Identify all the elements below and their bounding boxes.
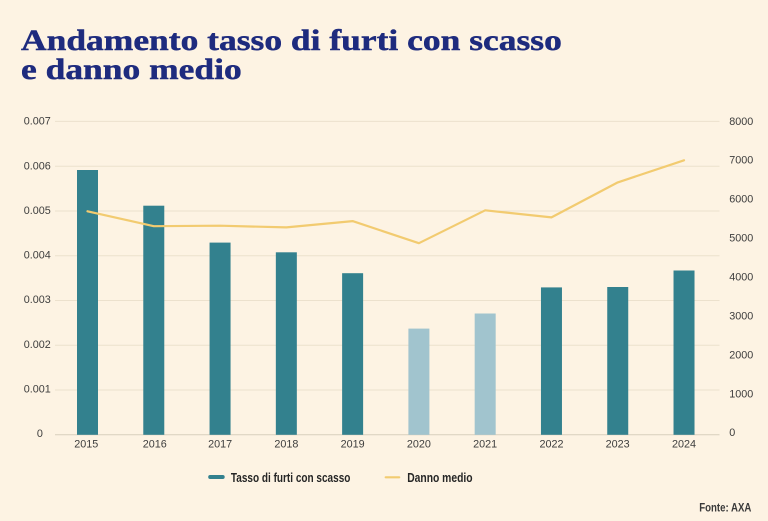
svg-text:0.007: 0.007 xyxy=(24,116,51,128)
svg-text:0.005: 0.005 xyxy=(24,205,51,217)
svg-text:0.003: 0.003 xyxy=(24,294,51,306)
svg-text:2016: 2016 xyxy=(143,439,167,451)
svg-text:0.006: 0.006 xyxy=(24,160,51,172)
svg-text:2024: 2024 xyxy=(672,439,696,451)
svg-text:0: 0 xyxy=(729,427,735,439)
svg-text:0.001: 0.001 xyxy=(24,383,51,395)
svg-text:2023: 2023 xyxy=(606,439,630,451)
svg-text:2020: 2020 xyxy=(407,439,431,451)
svg-text:Tasso di furti con scasso: Tasso di furti con scasso xyxy=(231,470,351,485)
svg-text:3000: 3000 xyxy=(729,310,753,322)
svg-text:2000: 2000 xyxy=(729,349,753,361)
svg-text:2022: 2022 xyxy=(539,439,563,451)
svg-text:0.002: 0.002 xyxy=(24,339,51,351)
svg-text:2018: 2018 xyxy=(274,439,298,451)
svg-text:Danno medio: Danno medio xyxy=(407,470,472,485)
svg-text:0: 0 xyxy=(37,428,43,440)
svg-text:7000: 7000 xyxy=(729,155,753,167)
svg-text:1000: 1000 xyxy=(729,388,753,400)
svg-text:Fonte: AXA: Fonte: AXA xyxy=(699,501,752,515)
svg-text:2015: 2015 xyxy=(74,439,98,451)
svg-text:4000: 4000 xyxy=(729,272,753,284)
svg-text:8000: 8000 xyxy=(729,116,753,128)
svg-text:5000: 5000 xyxy=(729,233,753,245)
svg-text:2017: 2017 xyxy=(208,439,232,451)
svg-text:2021: 2021 xyxy=(473,439,497,451)
svg-text:6000: 6000 xyxy=(729,194,753,206)
svg-text:0.004: 0.004 xyxy=(24,250,51,262)
svg-text:2019: 2019 xyxy=(341,439,365,451)
